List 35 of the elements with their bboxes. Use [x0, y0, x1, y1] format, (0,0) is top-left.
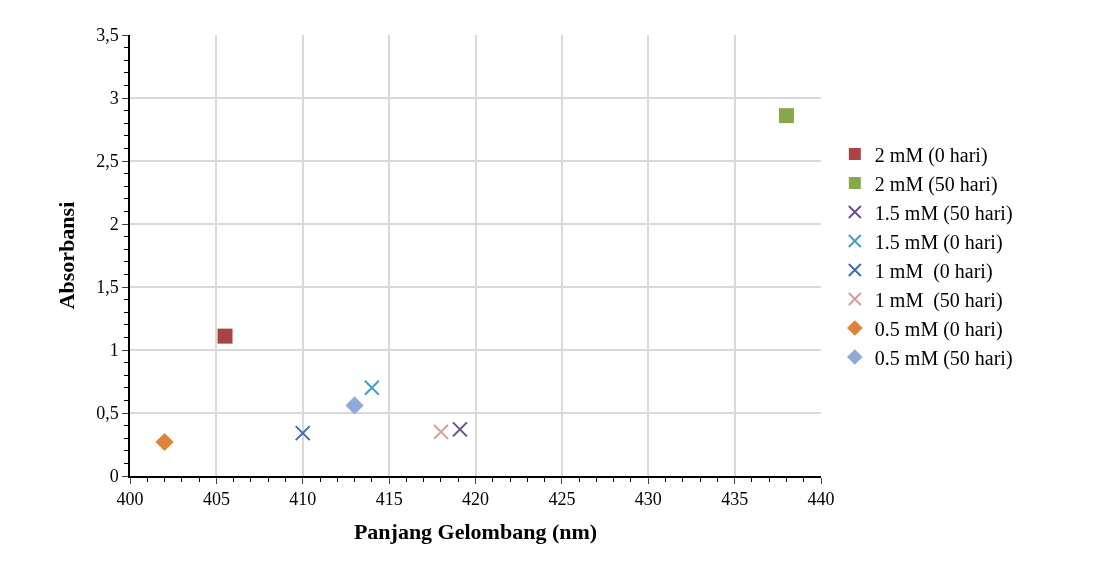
y-tick-label: 3,5 — [96, 25, 119, 46]
point — [345, 396, 364, 415]
x-tick-label: 425 — [548, 489, 576, 510]
y-tick-label: 2,5 — [96, 151, 119, 172]
point — [451, 421, 468, 438]
x-tick-label: 440 — [807, 489, 835, 510]
point — [294, 425, 311, 442]
x-tick-label: 420 — [462, 489, 489, 510]
y-tick-label: 0 — [109, 466, 119, 487]
y-tick-label: 0,5 — [96, 403, 119, 424]
legend-label: 1.5 mM (0 hari) — [874, 230, 1003, 254]
legend-label: 2 mM (50 hari) — [874, 172, 998, 196]
legend-label: 0.5 mM (50 hari) — [874, 346, 1013, 370]
y-tick-label: 2 — [109, 214, 119, 235]
y-axis-title: Absorbansi — [54, 201, 80, 310]
point — [778, 108, 794, 124]
point — [217, 328, 233, 344]
legend-label: 1 mM (0 hari) — [874, 259, 993, 283]
legend-label: 1.5 mM (50 hari) — [874, 201, 1013, 225]
x-tick-label: 400 — [116, 489, 144, 510]
legend-label: 0.5 mM (0 hari) — [874, 317, 1003, 341]
x-tick-label: 430 — [634, 489, 662, 510]
legend-label: 2 mM (0 hari) — [874, 143, 988, 167]
x-tick-label: 435 — [721, 489, 749, 510]
x-tick-label: 410 — [289, 489, 317, 510]
point — [155, 432, 174, 452]
y-tick-label: 3 — [109, 88, 119, 109]
x-tick-label: 405 — [202, 489, 230, 510]
x-tick-label: 415 — [375, 489, 403, 510]
legend-label: 1 mM (50 hari) — [874, 288, 1003, 312]
point — [363, 379, 380, 396]
y-tick-label: 1,5 — [96, 277, 119, 298]
y-tick-label: 1 — [109, 340, 119, 361]
x-axis-title: Panjang Gelombang (nm) — [353, 518, 598, 544]
point — [432, 423, 449, 440]
